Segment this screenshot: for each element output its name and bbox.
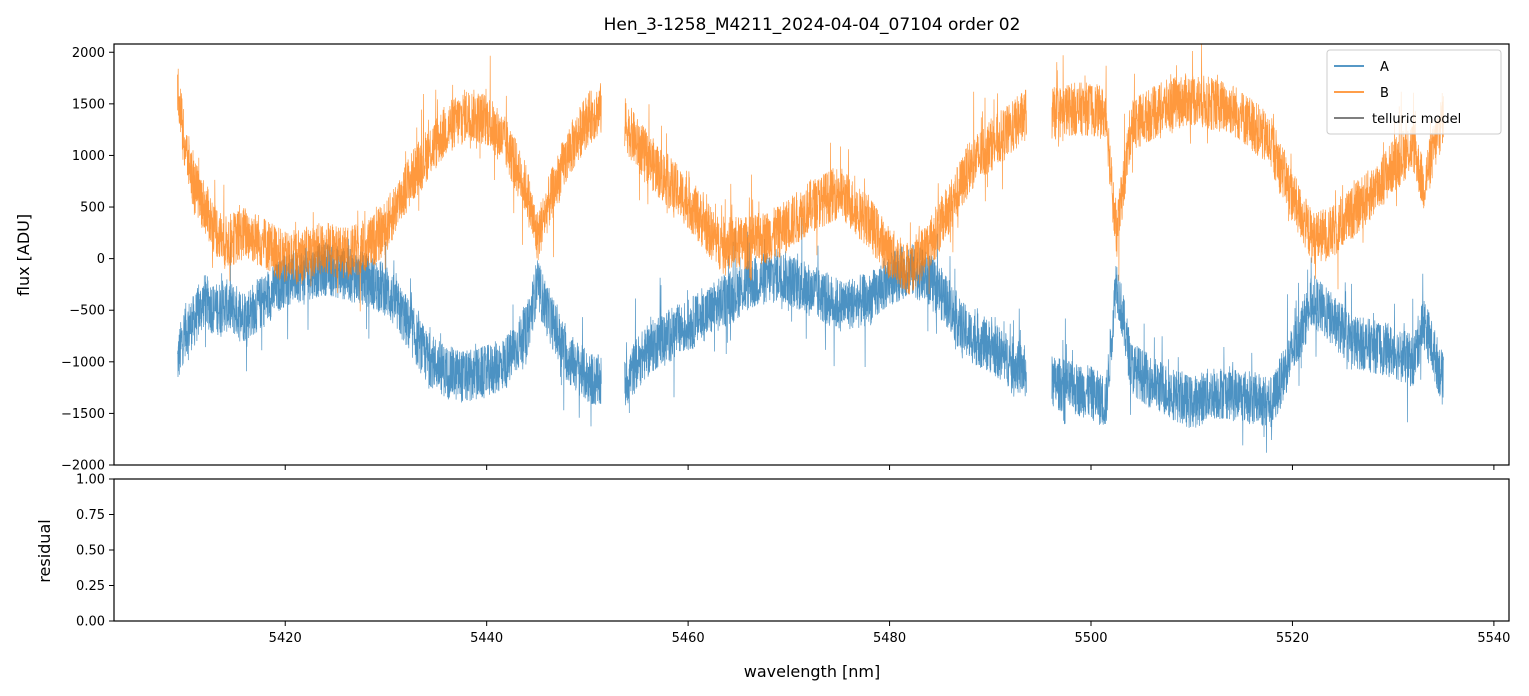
series-line-a xyxy=(177,217,1444,453)
flux-ytick-label: 0 xyxy=(97,252,105,267)
flux-axis-ticks: −2000 −1500 −1000 −500 0 500 1000 1500 2000 xyxy=(61,46,1495,474)
flux-axis-title: flux [ADU] xyxy=(14,214,33,296)
flux-panel: −2000 −1500 −1000 −500 0 500 1000 1500 2000 flux… xyxy=(14,43,1510,474)
residual-ytick-label: 0.50 xyxy=(76,544,105,559)
legend-label-telluric: telluric model xyxy=(1372,112,1461,127)
x-tick-label: 5440 xyxy=(470,631,503,646)
x-tick-label: 5540 xyxy=(1477,631,1510,646)
residual-axes-frame xyxy=(113,478,1510,622)
residual-ytick-label: 0.00 xyxy=(76,615,105,630)
x-axis-title: wavelength [nm] xyxy=(744,662,881,681)
x-tick-label: 5520 xyxy=(1276,631,1309,646)
legend-label-a: A xyxy=(1380,60,1389,75)
x-tick-label: 5500 xyxy=(1074,631,1107,646)
flux-ytick-label: 500 xyxy=(80,201,105,216)
x-tick-label: 5420 xyxy=(269,631,302,646)
residual-ytick-label: 0.75 xyxy=(76,508,105,523)
chart-title: Hen_3-1258_M4211_2024-04-04_07104 order … xyxy=(604,15,1021,35)
flux-ytick-label: 2000 xyxy=(72,46,105,61)
flux-ytick-label: 1000 xyxy=(72,149,105,164)
series-line-b xyxy=(177,44,1444,312)
flux-ytick-label: 1500 xyxy=(72,97,105,112)
legend-label-b: B xyxy=(1380,86,1389,101)
x-tick-label: 5460 xyxy=(672,631,705,646)
flux-ytick-label: −1500 xyxy=(61,407,105,422)
flux-ytick-label: −500 xyxy=(69,304,105,319)
residual-panel: 0.00 0.25 0.50 0.75 1.00 5420 5440 5460 5480 5500… xyxy=(35,473,1510,682)
legend-box xyxy=(1326,49,1502,135)
legend: A B telluric model xyxy=(1326,49,1502,135)
flux-ytick-label: −1000 xyxy=(61,355,105,370)
residual-axis-title: residual xyxy=(35,519,54,582)
residual-ytick-label: 0.25 xyxy=(76,579,105,594)
flux-ytick-label: −2000 xyxy=(61,459,105,474)
x-tick-label: 5480 xyxy=(873,631,906,646)
flux-axes-frame xyxy=(113,43,1510,466)
residual-axis-ticks: 0.00 0.25 0.50 0.75 1.00 5420 5440 5460 5480 5500… xyxy=(76,473,1510,647)
residual-ytick-label: 1.00 xyxy=(76,473,105,488)
flux-series xyxy=(177,44,1444,453)
